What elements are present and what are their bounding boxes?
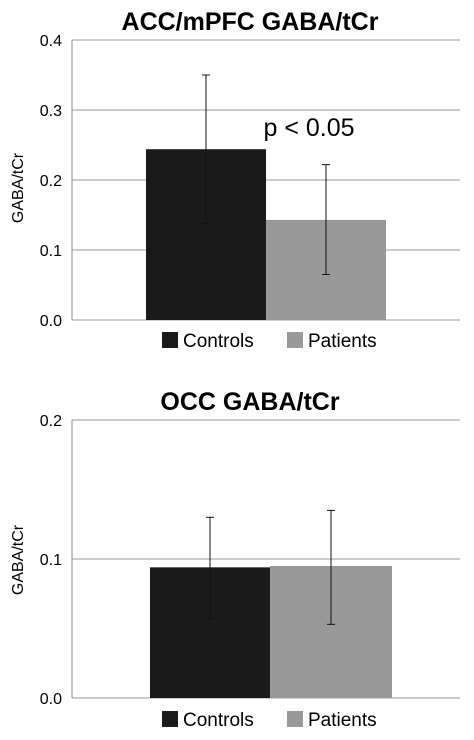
legend-swatch-controls: [162, 332, 178, 348]
y-tick-label: 0.1: [40, 552, 62, 569]
error-bar-patients: [322, 164, 330, 275]
legend-swatch-patients: [287, 711, 303, 727]
legend-swatch-patients: [287, 332, 303, 348]
y-tick-label: 0.3: [40, 103, 62, 120]
legend-label-patients: Patients: [308, 331, 377, 352]
legend: Controls Patients: [162, 710, 377, 731]
y-tick-labels: 0.0 0.1 0.2 0.3 0.4: [40, 33, 62, 330]
legend: Controls Patients: [162, 331, 377, 352]
y-tick-label: 0.1: [40, 243, 62, 260]
bars: [150, 565, 392, 698]
error-bars: [202, 74, 330, 275]
chart-occ: OCC GABA/tCr GABA/tCr 0.0 0.1 0.2 Controls…: [10, 388, 460, 731]
bars: [146, 149, 386, 320]
chart-title: OCC GABA/tCr: [160, 388, 339, 416]
error-bar-controls: [202, 74, 210, 224]
y-tick-label: 0.0: [40, 313, 62, 330]
legend-label-controls: Controls: [183, 331, 254, 352]
y-tick-labels: 0.0 0.1 0.2: [40, 413, 62, 708]
y-tick-label: 0.0: [40, 691, 62, 708]
y-tick-label: 0.2: [40, 413, 62, 430]
y-axis-label: GABA/tCr: [10, 152, 27, 223]
legend-label-controls: Controls: [183, 710, 254, 731]
legend-label-patients: Patients: [308, 710, 377, 731]
chart-title: ACC/mPFC GABA/tCr: [122, 8, 379, 36]
chart-acc-mpfc: ACC/mPFC GABA/tCr GABA/tCr 0.00.10.20.30…: [10, 8, 460, 352]
legend-swatch-controls: [162, 711, 178, 727]
error-bar-patients: [327, 509, 335, 625]
error-bars: [206, 509, 335, 625]
y-axis-label: GABA/tCr: [10, 524, 27, 595]
error-bar-controls: [206, 516, 214, 620]
significance-annotation: p < 0.05: [263, 114, 354, 142]
y-tick-label: 0.4: [40, 33, 62, 50]
y-tick-label: 0.2: [40, 173, 62, 190]
